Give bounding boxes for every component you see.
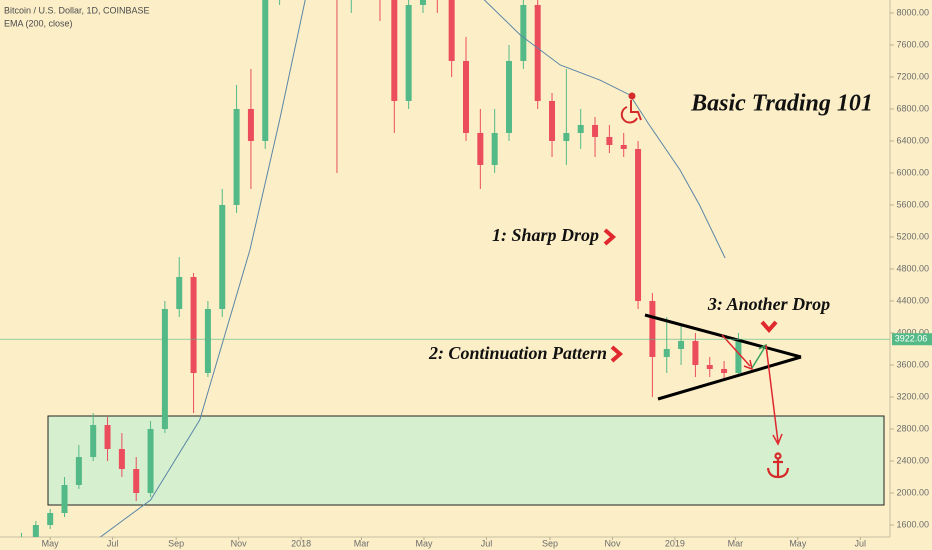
candle-body	[735, 339, 742, 373]
triangle-lower	[657, 355, 802, 401]
candle-body	[692, 340, 699, 365]
candle-body	[534, 4, 541, 101]
candle-body	[462, 60, 469, 133]
candle-body	[147, 428, 154, 493]
y-tick-label: 6400.00	[896, 135, 929, 145]
candle-body	[549, 100, 556, 141]
ema-line	[100, 0, 726, 537]
x-tick-label: Jul	[855, 538, 867, 548]
candle-body	[477, 132, 484, 165]
chevron	[603, 228, 617, 246]
candle-body	[649, 300, 656, 357]
candle-body	[233, 108, 240, 205]
chevron	[610, 345, 624, 363]
candle-body	[491, 132, 498, 165]
candle-body	[663, 348, 670, 357]
x-tick-label: Mar	[728, 538, 744, 548]
x-tick-label: May	[42, 538, 60, 548]
candle-body	[635, 148, 642, 301]
candle-body	[577, 124, 584, 133]
anchor-icon	[766, 452, 790, 479]
y-tick-label: 1600.00	[896, 519, 929, 529]
chevron	[760, 320, 778, 334]
x-tick-label: Sep	[542, 538, 558, 548]
y-tick-label: 3600.00	[896, 359, 929, 369]
candle-body	[176, 276, 183, 309]
x-tick-label: Sep	[168, 538, 184, 548]
y-tick-label: 3200.00	[896, 391, 929, 401]
y-tick-label: 5600.00	[896, 199, 929, 209]
candle-body	[706, 364, 713, 369]
candle-body	[405, 4, 412, 101]
annotation: 3: Another Drop	[707, 294, 830, 314]
candle-body	[32, 524, 39, 537]
x-tick-label: Nov	[231, 538, 248, 548]
candle-body	[520, 4, 527, 61]
support-zone	[47, 415, 885, 506]
x-tick-label: Jul	[107, 538, 119, 548]
candle-body	[448, 0, 455, 61]
chart-title: Bitcoin / U.S. Dollar, 1D, COINBASE	[4, 5, 150, 15]
candle-body	[118, 448, 125, 469]
candle-body	[61, 484, 68, 513]
y-tick-label: 4400.00	[896, 295, 929, 305]
candle-body	[247, 108, 254, 141]
y-tick-label: 4000.00	[896, 327, 929, 337]
price-label-box	[892, 333, 932, 346]
y-tick-label: 6000.00	[896, 167, 929, 177]
x-tick-label: Nov	[604, 538, 621, 548]
indicator-label: EMA (200, close)	[4, 18, 73, 28]
wheelchair-icon	[620, 92, 642, 124]
y-tick-label: 8000.00	[896, 7, 929, 17]
plot	[21, 0, 742, 537]
y-tick-label: 5200.00	[896, 231, 929, 241]
candle-body	[90, 424, 97, 457]
arrows	[721, 334, 783, 446]
x-tick-label: May	[415, 538, 433, 548]
x-tick-label: 2019	[665, 538, 685, 548]
candle-body	[262, 0, 269, 141]
candle-body	[419, 0, 426, 5]
candle-body	[161, 308, 168, 429]
y-tick-label: 7600.00	[896, 39, 929, 49]
y-tick-label: 2000.00	[896, 487, 929, 497]
y-tick-label: 2800.00	[896, 423, 929, 433]
y-tick-label: 4800.00	[896, 263, 929, 273]
y-tick-label: 7200.00	[896, 71, 929, 81]
candle-body	[190, 276, 197, 373]
candle-body	[47, 512, 54, 525]
annotation: 1: Sharp Drop	[492, 225, 599, 245]
candle-body	[506, 60, 513, 133]
candle-body	[391, 0, 398, 101]
candle-body	[104, 424, 111, 449]
candle-body	[563, 132, 570, 141]
candle-body	[678, 340, 685, 349]
candle-body	[721, 368, 728, 373]
candle-body	[75, 456, 82, 485]
headline: Basic Trading 101	[690, 91, 873, 117]
x-tick-label: 2018	[291, 538, 311, 548]
y-tick-label: 2400.00	[896, 455, 929, 465]
annotation: 2: Continuation Pattern	[428, 343, 607, 363]
x-tick-label: Mar	[354, 538, 370, 548]
x-tick-label: Jul	[481, 538, 493, 548]
candle-body	[133, 468, 140, 493]
candle-body	[204, 308, 211, 373]
candle-body	[620, 144, 627, 149]
candle-body	[592, 124, 599, 137]
candle-body	[606, 136, 613, 145]
price-label: 3922.06	[895, 334, 928, 344]
candle-body	[219, 204, 226, 309]
x-tick-label: May	[789, 538, 807, 548]
y-tick-label: 6800.00	[896, 103, 929, 113]
